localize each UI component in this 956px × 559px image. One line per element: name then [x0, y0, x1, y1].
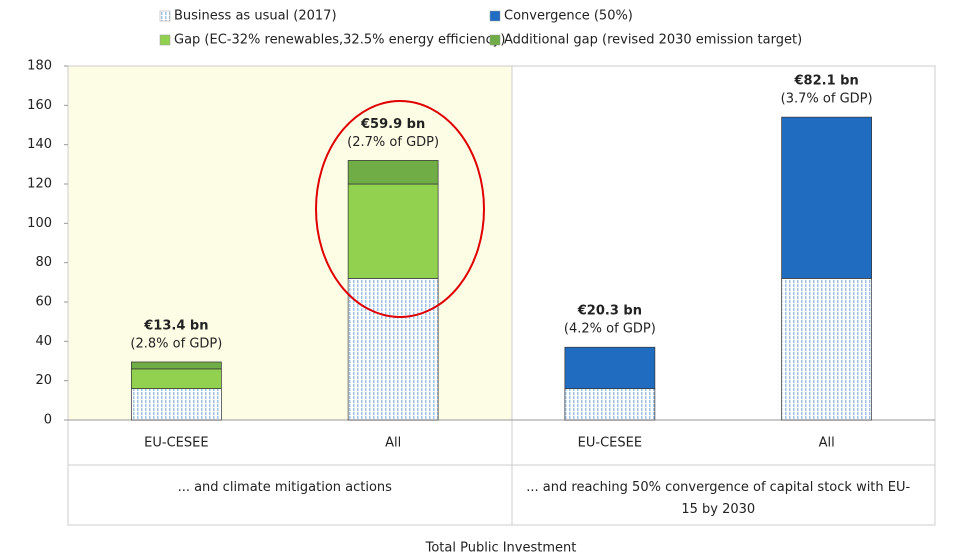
y-tick-label: 40: [35, 334, 52, 349]
y-tick-label: 120: [27, 177, 52, 192]
bar-segment: [347, 278, 439, 421]
y-tick-label: 160: [27, 98, 52, 113]
bar-segment: [131, 368, 222, 389]
legend-swatch: [159, 10, 171, 22]
bar-label: €20.3 bn: [577, 304, 642, 319]
y-tick-label: 20: [35, 373, 52, 388]
bar-note: (2.7% of GDP): [347, 135, 439, 150]
bar-segment: [564, 346, 656, 389]
group-label: ... and climate mitigation actions: [177, 480, 392, 495]
highlight-ellipse: [315, 100, 485, 318]
bar-segment: [347, 183, 439, 279]
bar-segment: [131, 388, 222, 421]
bar-segment: [131, 361, 222, 370]
bar-note: (3.7% of GDP): [781, 92, 873, 107]
group-label: ... and reaching 50% convergence of capi…: [526, 480, 911, 517]
y-tick-label: 100: [27, 216, 52, 231]
legend-swatch: [489, 10, 501, 22]
y-tick-label: 80: [35, 255, 52, 270]
y-tick-label: 140: [27, 137, 52, 152]
y-tick-label: 0: [44, 413, 52, 428]
bar-note: (2.8% of GDP): [130, 336, 222, 351]
bar-segment: [781, 116, 872, 279]
x-tick-label: All: [385, 436, 401, 451]
bar-label: €13.4 bn: [143, 318, 208, 333]
bar-note: (4.2% of GDP): [564, 322, 656, 337]
bar-segment: [781, 278, 872, 421]
legend-label: Business as usual (2017): [174, 9, 337, 24]
bar-segment: [347, 160, 439, 185]
legend-label: Gap (EC-32% renewables,32.5% energy effi…: [174, 33, 506, 48]
bar-label: €82.1 bn: [794, 74, 859, 89]
axis-title: Total Public Investment: [425, 541, 577, 556]
bar-label: €59.9 bn: [360, 117, 425, 132]
x-tick-label: EU-CESEE: [578, 436, 642, 451]
x-tick-label: EU-CESEE: [144, 436, 208, 451]
legend-swatch: [159, 34, 171, 46]
y-tick-label: 180: [27, 59, 52, 74]
legend-label: Additional gap (revised 2030 emission ta…: [504, 33, 802, 48]
legend-label: Convergence (50%): [504, 9, 633, 24]
legend-swatch: [489, 34, 501, 46]
bar-segment: [564, 388, 656, 421]
y-tick-label: 60: [35, 295, 52, 310]
x-tick-label: All: [819, 436, 835, 451]
